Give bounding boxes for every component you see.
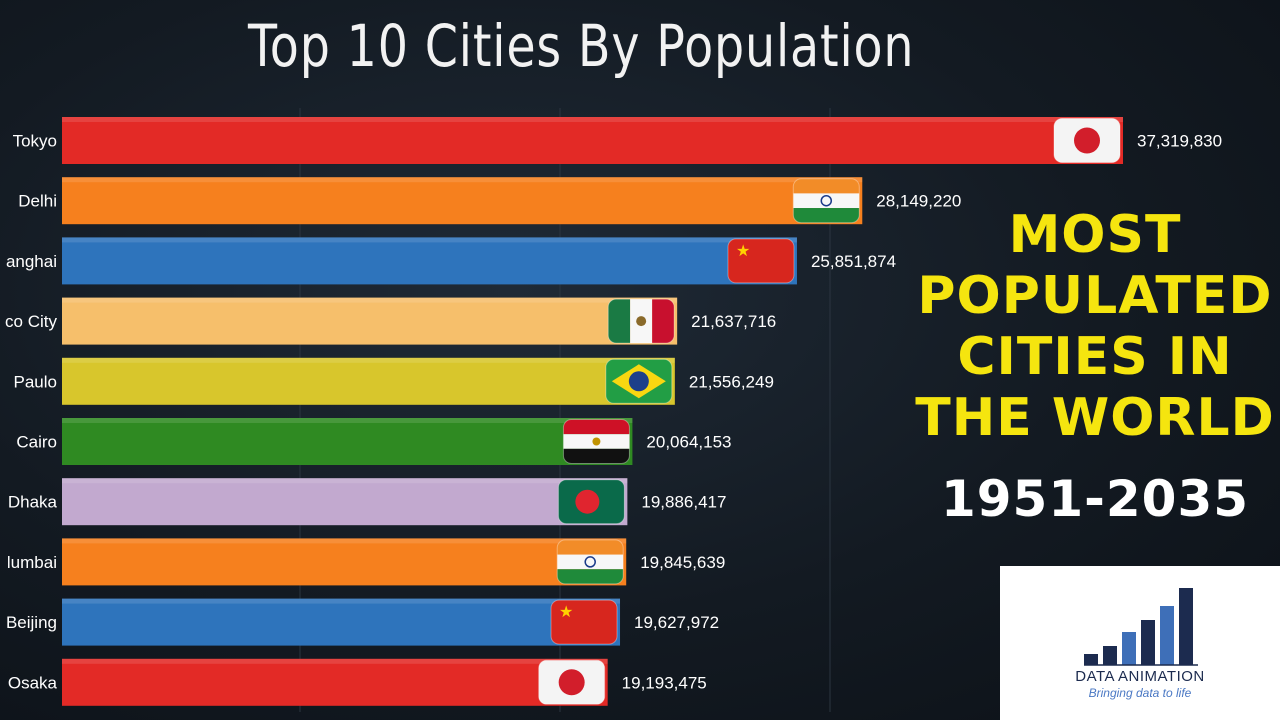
bar-row: Delhi 28,149,220 (18, 177, 961, 225)
bar-highlight (62, 297, 678, 303)
year-range: 1951-2035 (940, 470, 1250, 528)
headline-line-4: THE WORLD (915, 388, 1275, 448)
china-flag-icon: ★ (727, 238, 794, 283)
china-flag-icon: ★ (551, 600, 618, 645)
headline-line-2: POPULATED (917, 266, 1273, 326)
headline-line-3: CITIES IN (957, 327, 1233, 387)
bar-row: Beijing ★ 19,627,972 (6, 598, 719, 646)
value-label: 19,845,639 (640, 553, 725, 572)
value-label: 37,319,830 (1137, 132, 1222, 151)
bar-graph-logo-icon (1084, 588, 1198, 666)
bar-row: Paulo 21,556,249 (14, 357, 774, 405)
value-label: 19,886,417 (641, 493, 726, 512)
bar (62, 538, 627, 586)
bar (62, 658, 608, 706)
mexico-flag-icon (608, 299, 675, 344)
category-label: Tokyo (13, 132, 57, 151)
japan-flag-icon (1054, 118, 1120, 163)
bar (62, 418, 633, 465)
brazil-flag-icon (605, 359, 672, 404)
bar (62, 297, 678, 345)
bar-highlight (62, 237, 797, 243)
bar (62, 177, 863, 225)
bar-row: Osaka 19,193,475 (8, 658, 707, 706)
value-label: 25,851,874 (811, 252, 896, 271)
egypt-flag-icon (563, 419, 630, 464)
bar-highlight (62, 598, 621, 604)
bar-row: co City 21,637,716 (5, 297, 776, 345)
bar-highlight (62, 538, 627, 544)
data-animation-logo: DATA ANIMATION Bringing data to life (1000, 566, 1280, 720)
value-label: 19,193,475 (622, 673, 707, 692)
category-label: Paulo (14, 372, 57, 391)
japan-flag-icon (538, 660, 605, 705)
india-flag-icon (793, 178, 860, 223)
category-label: lumbai (7, 553, 57, 572)
svg-text:★: ★ (736, 241, 750, 260)
bar-row: anghai ★ 25,851,874 (6, 237, 896, 285)
bar-highlight (62, 177, 863, 183)
value-label: 20,064,153 (646, 433, 731, 452)
bangladesh-flag-icon (558, 479, 625, 524)
bar-highlight (62, 478, 628, 484)
value-label: 21,556,249 (689, 372, 774, 391)
value-label: 19,627,972 (634, 613, 719, 632)
logo-tagline: Bringing data to life (1088, 686, 1192, 700)
category-label: Osaka (8, 673, 58, 692)
category-label: co City (5, 312, 57, 331)
bar (62, 357, 675, 405)
bar-row: Dhaka 19,886,417 (8, 478, 726, 526)
bar (62, 598, 621, 646)
bar-highlight (62, 658, 608, 664)
value-label: 28,149,220 (876, 192, 961, 211)
bar-row: Cairo 20,064,153 (16, 418, 732, 465)
category-label: Delhi (18, 192, 57, 211)
svg-text:★: ★ (559, 602, 573, 621)
category-label: Dhaka (8, 493, 58, 512)
india-flag-icon (557, 539, 624, 584)
bar (62, 237, 797, 285)
bar-highlight (62, 117, 1123, 122)
bar (62, 117, 1123, 164)
bar-highlight (62, 357, 675, 363)
category-label: Beijing (6, 613, 57, 632)
chart-title: Top 10 Cities By Population (248, 12, 915, 80)
bar-highlight (62, 418, 633, 423)
bar-row: lumbai 19,845,639 (7, 538, 725, 586)
value-label: 21,637,716 (691, 312, 776, 331)
headline: MOST POPULATED CITIES IN THE WORLD (910, 205, 1280, 449)
bar (62, 478, 628, 526)
logo-name: DATA ANIMATION (1075, 668, 1205, 685)
bar-row: Tokyo 37,319,830 (13, 117, 1222, 164)
category-label: anghai (6, 252, 57, 271)
headline-line-1: MOST (1008, 205, 1182, 265)
category-label: Cairo (16, 433, 57, 452)
